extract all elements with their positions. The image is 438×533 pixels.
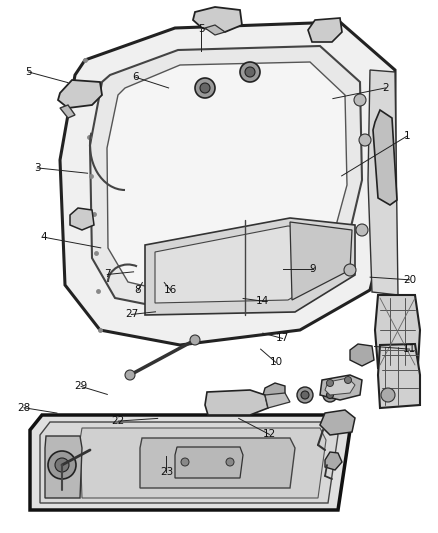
Circle shape bbox=[356, 224, 368, 236]
Polygon shape bbox=[373, 110, 397, 205]
Polygon shape bbox=[80, 428, 326, 498]
Circle shape bbox=[48, 451, 76, 479]
Text: 2: 2 bbox=[382, 83, 389, 93]
Polygon shape bbox=[378, 344, 420, 408]
Circle shape bbox=[195, 78, 215, 98]
Text: 29: 29 bbox=[74, 382, 88, 391]
Polygon shape bbox=[107, 62, 347, 296]
Circle shape bbox=[245, 67, 255, 77]
Circle shape bbox=[359, 134, 371, 146]
Polygon shape bbox=[325, 452, 342, 470]
Text: 23: 23 bbox=[160, 467, 173, 477]
Polygon shape bbox=[145, 218, 355, 315]
Polygon shape bbox=[45, 436, 82, 498]
Circle shape bbox=[326, 392, 333, 399]
Text: 11: 11 bbox=[403, 344, 416, 354]
Polygon shape bbox=[205, 390, 268, 415]
Text: 12: 12 bbox=[263, 430, 276, 439]
Text: 10: 10 bbox=[269, 358, 283, 367]
Polygon shape bbox=[375, 295, 420, 368]
Circle shape bbox=[381, 388, 395, 402]
Text: 4: 4 bbox=[40, 232, 47, 242]
Text: 9: 9 bbox=[310, 264, 317, 274]
Polygon shape bbox=[325, 378, 355, 395]
Circle shape bbox=[345, 376, 352, 384]
Text: 8: 8 bbox=[134, 286, 141, 295]
Polygon shape bbox=[193, 7, 242, 32]
Polygon shape bbox=[263, 383, 285, 400]
Circle shape bbox=[326, 379, 333, 386]
Text: 27: 27 bbox=[125, 310, 138, 319]
Circle shape bbox=[297, 387, 313, 403]
Polygon shape bbox=[140, 438, 295, 488]
Circle shape bbox=[55, 458, 69, 472]
Polygon shape bbox=[58, 80, 102, 108]
Polygon shape bbox=[60, 105, 75, 118]
Text: 6: 6 bbox=[132, 72, 139, 82]
Circle shape bbox=[226, 458, 234, 466]
Text: 20: 20 bbox=[403, 275, 416, 285]
Text: 3: 3 bbox=[34, 163, 41, 173]
Circle shape bbox=[323, 388, 337, 402]
Text: 28: 28 bbox=[18, 403, 31, 413]
Text: 1: 1 bbox=[404, 131, 411, 141]
Polygon shape bbox=[70, 208, 94, 230]
Circle shape bbox=[181, 458, 189, 466]
Polygon shape bbox=[320, 410, 355, 435]
Circle shape bbox=[240, 62, 260, 82]
Polygon shape bbox=[350, 344, 374, 366]
Polygon shape bbox=[205, 25, 225, 35]
Polygon shape bbox=[175, 447, 243, 478]
Circle shape bbox=[125, 370, 135, 380]
Polygon shape bbox=[90, 46, 362, 312]
Polygon shape bbox=[308, 18, 342, 42]
Polygon shape bbox=[40, 422, 338, 503]
Text: 16: 16 bbox=[164, 286, 177, 295]
Text: 22: 22 bbox=[112, 416, 125, 426]
Polygon shape bbox=[290, 222, 352, 300]
Circle shape bbox=[190, 335, 200, 345]
Polygon shape bbox=[368, 70, 398, 295]
Circle shape bbox=[301, 391, 309, 399]
Polygon shape bbox=[30, 415, 350, 510]
Circle shape bbox=[354, 94, 366, 106]
Text: 5: 5 bbox=[198, 25, 205, 34]
Text: 14: 14 bbox=[256, 296, 269, 306]
Text: 17: 17 bbox=[276, 334, 289, 343]
Polygon shape bbox=[60, 22, 395, 345]
Circle shape bbox=[200, 83, 210, 93]
Polygon shape bbox=[320, 375, 362, 400]
Polygon shape bbox=[155, 226, 345, 303]
Text: 7: 7 bbox=[104, 270, 111, 279]
Circle shape bbox=[344, 264, 356, 276]
Text: 5: 5 bbox=[25, 67, 32, 77]
Polygon shape bbox=[265, 393, 290, 408]
